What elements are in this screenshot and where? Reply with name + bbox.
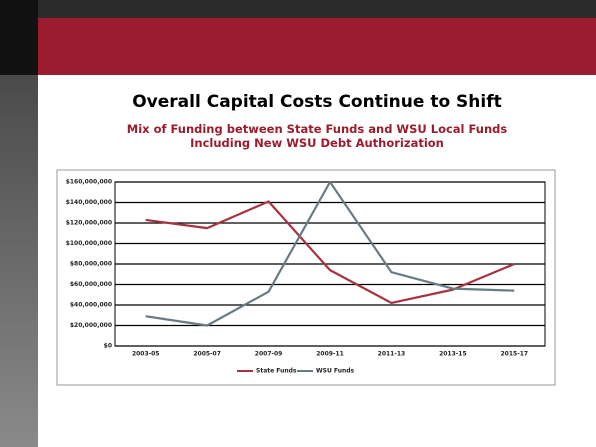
x-tick-label: 2013-15: [439, 351, 467, 358]
corner-block: [0, 0, 38, 75]
y-tick-label: $80,000,000: [70, 261, 112, 268]
y-tick-label: $20,000,000: [70, 322, 112, 329]
legend-label: WSU Funds: [316, 368, 355, 375]
x-tick-label: 2009-11: [316, 351, 344, 358]
legend-label: State Funds: [256, 368, 297, 375]
y-tick-label: $100,000,000: [66, 240, 112, 247]
series-line: [145, 180, 515, 327]
x-tick-label: 2003-05: [132, 351, 160, 358]
subtitle: Mix of Funding between State Funds and W…: [126, 122, 508, 136]
y-tick-label: $160,000,000: [66, 179, 112, 186]
x-tick-label: 2005-07: [193, 351, 221, 358]
subtitle: Including New WSU Debt Authorization: [190, 136, 444, 150]
top-strip: [0, 0, 596, 18]
y-tick-label: $140,000,000: [66, 199, 112, 206]
y-tick-label: $40,000,000: [70, 302, 112, 309]
x-tick-label: 2011-13: [378, 351, 406, 358]
x-tick-label: 2015-17: [501, 351, 529, 358]
slide-title: Overall Capital Costs Continue to Shift: [132, 92, 502, 112]
y-tick-label: $60,000,000: [70, 281, 112, 288]
side-band: [0, 75, 38, 447]
x-tick-label: 2007-09: [255, 351, 283, 358]
y-tick-label: $120,000,000: [66, 220, 112, 227]
y-tick-label: $0: [104, 343, 112, 350]
header-band: [38, 18, 596, 75]
